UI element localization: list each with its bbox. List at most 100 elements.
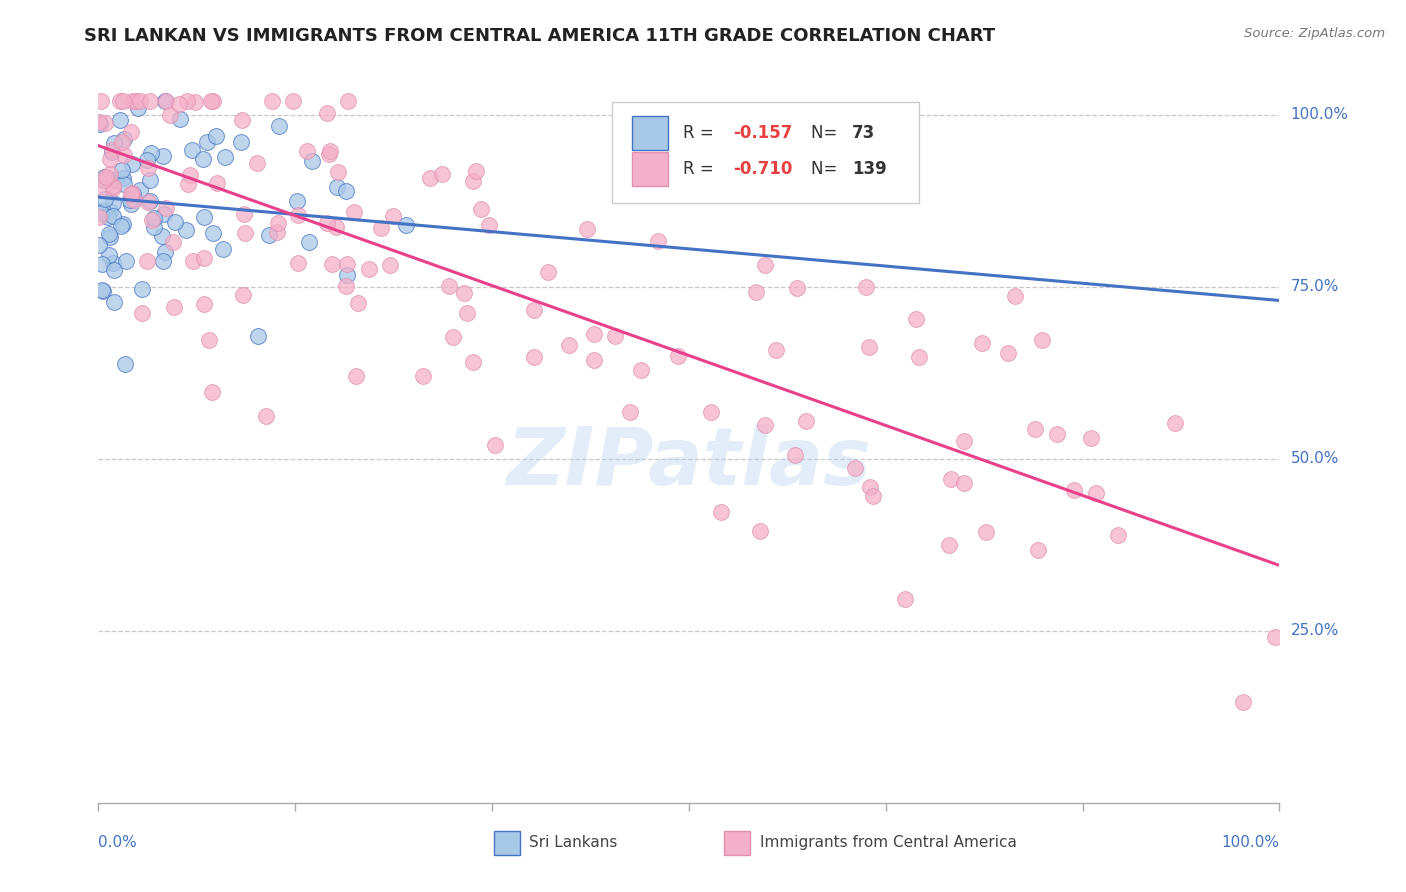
Point [152,254,174,268]
Point [267,119,290,133]
Point [90,283,112,297]
Point [152,207,174,221]
Point [91,180,114,194]
Point [785,449,807,463]
Point [232,287,254,301]
Point [953,434,976,448]
Text: 75.0%: 75.0% [1291,279,1339,294]
Point [336,268,359,282]
Point [162,235,184,249]
Point [336,94,359,108]
Point [103,295,125,310]
Point [138,194,160,209]
Point [744,285,766,299]
Point [193,297,215,311]
Text: 100.0%: 100.0% [1222,835,1279,850]
Point [200,94,222,108]
Point [582,353,605,368]
Point [139,173,162,187]
Point [90,94,112,108]
Text: -0.157: -0.157 [733,124,792,142]
Point [180,143,202,157]
Point [101,210,124,224]
Point [141,212,163,227]
Point [139,145,162,160]
Point [1080,431,1102,445]
Point [89,211,111,225]
Point [176,94,198,108]
Point [908,350,931,364]
Point [576,222,599,236]
Point [193,210,215,224]
Point [104,173,127,187]
Point [89,117,111,131]
Point [245,155,267,169]
Point [128,101,150,115]
Point [111,217,134,231]
Point [1084,486,1107,500]
Point [419,171,441,186]
Point [97,211,120,225]
Point [316,106,339,120]
Point [120,197,142,211]
Point [165,215,187,229]
Point [111,162,134,177]
Point [260,94,283,108]
Point [484,437,506,451]
Point [94,116,117,130]
Point [1263,630,1285,644]
Point [247,329,270,343]
FancyBboxPatch shape [494,831,520,855]
Point [202,227,225,241]
Point [98,248,121,262]
Point [179,168,201,182]
Point [754,258,776,272]
Point [167,96,190,111]
Point [159,108,181,122]
Point [378,258,401,272]
FancyBboxPatch shape [724,831,751,855]
Point [181,254,204,268]
Point [335,279,357,293]
Text: Sri Lankans: Sri Lankans [530,835,617,850]
Point [700,405,723,419]
Text: 139: 139 [852,161,887,178]
Point [131,306,153,320]
Point [94,171,117,186]
Point [120,125,142,139]
Point [155,94,177,108]
Point [118,193,141,207]
Point [453,286,475,301]
Point [437,279,460,293]
Point [101,196,124,211]
Point [443,330,465,344]
Point [855,279,877,293]
Point [103,136,125,150]
Text: N=: N= [811,161,842,178]
Point [321,257,343,271]
Point [1045,426,1067,441]
Point [89,114,111,128]
Point [1107,527,1129,541]
Point [1232,695,1254,709]
Point [858,341,880,355]
Point [112,132,135,146]
Point [121,157,143,171]
Point [619,405,641,419]
Point [87,238,110,252]
Point [142,211,165,226]
Point [953,475,976,490]
Point [749,524,772,538]
Point [285,194,308,209]
Point [111,135,134,149]
Point [301,153,323,168]
Point [169,112,191,127]
Point [91,284,114,298]
Point [155,201,177,215]
Point [287,208,309,222]
Point [212,242,235,256]
Point [344,369,367,384]
Point [138,194,160,208]
Point [112,94,135,108]
Point [114,357,136,371]
